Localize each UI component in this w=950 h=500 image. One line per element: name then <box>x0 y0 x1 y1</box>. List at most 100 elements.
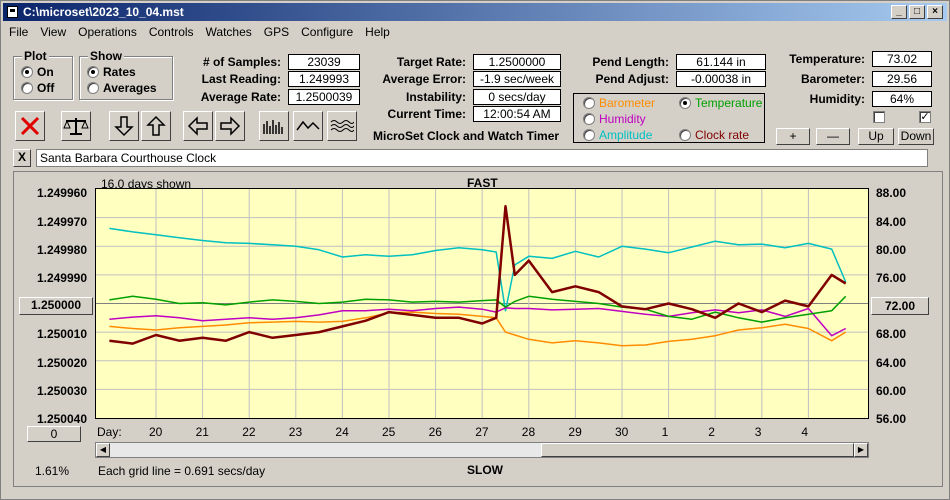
sensor-select-box <box>573 93 765 143</box>
sensor-clock-rate-radio[interactable]: Clock rate <box>679 128 749 142</box>
down-button[interactable]: Down <box>898 128 934 145</box>
clear-clock-name-button[interactable]: X <box>13 149 31 167</box>
sensor-temperature-dot[interactable] <box>679 97 691 109</box>
arrow-down-button[interactable] <box>109 111 139 141</box>
sensor-temperature-label: Temperature <box>695 96 763 110</box>
x-tick-label: 4 <box>801 425 809 439</box>
time-scrollbar[interactable]: ◀ ▶ <box>95 442 869 458</box>
sensor-amplitude-label: Amplitude <box>599 128 653 142</box>
plot-group-title: Plot <box>22 49 49 63</box>
y-tick-left: 1.250010 <box>36 327 87 341</box>
sensor-clock-rate-dot[interactable] <box>679 129 691 141</box>
chart-svg <box>96 189 868 418</box>
y-tick-left: 1.249960 <box>36 186 87 200</box>
minus-button[interactable]: — <box>816 128 850 145</box>
arrow-right-button[interactable] <box>215 111 245 141</box>
average-error-label: Average Error: <box>382 72 466 86</box>
clock-name-input[interactable]: Santa Barbara Courthouse Clock <box>36 149 928 167</box>
y-tick-left: 1.249990 <box>36 271 87 285</box>
show-rates-label: Rates <box>103 65 136 79</box>
title-bar: C:\microset\2023_10_04.mst _ □ × <box>3 3 947 21</box>
center-temp-button[interactable]: 72.00 <box>871 297 929 315</box>
plot-on-radio[interactable]: On <box>21 65 54 79</box>
x-tick-label: 20 <box>149 425 163 439</box>
bar-graph-icon <box>263 120 283 134</box>
show-averages-radio-dot[interactable] <box>87 82 99 94</box>
chart-frame <box>13 171 943 487</box>
line-view-button[interactable] <box>293 111 323 141</box>
barometer-value: 29.56 <box>872 71 932 87</box>
arrow-left-button[interactable] <box>183 111 213 141</box>
sensor-humidity-dot[interactable] <box>583 113 595 125</box>
stop-button[interactable] <box>15 111 45 141</box>
show-rates-radio-dot[interactable] <box>87 66 99 78</box>
sensor-amplitude-radio[interactable]: Amplitude <box>583 128 652 142</box>
plot-off-radio[interactable]: Off <box>21 81 54 95</box>
target-rate-value[interactable]: 1.2500000 <box>473 54 561 70</box>
center-rate-button[interactable]: 1.250000 <box>19 297 93 315</box>
left-checkbox[interactable] <box>873 111 885 123</box>
pend-length-value: 61.144 in <box>676 54 766 70</box>
temperature-value: 73.02 <box>872 51 932 67</box>
plot-on-radio-dot[interactable] <box>21 66 33 78</box>
sensor-barometer-dot[interactable] <box>583 97 595 109</box>
average-error-value: -1.9 sec/week <box>473 71 561 87</box>
show-rates-radio[interactable]: Rates <box>87 65 136 79</box>
scroll-thumb[interactable] <box>541 443 854 457</box>
sensor-amplitude-dot[interactable] <box>583 129 595 141</box>
scroll-left-arrow[interactable]: ◀ <box>96 443 110 457</box>
y-tick-left: 1.250030 <box>36 384 87 398</box>
balance-button[interactable] <box>61 111 91 141</box>
x-tick-label: 25 <box>382 425 396 439</box>
line-graph-icon <box>296 120 320 131</box>
series-line-clock-rate <box>109 204 847 345</box>
y-tick-right: 80.00 <box>876 243 907 257</box>
average-rate-label: Average Rate: <box>200 90 281 104</box>
samples-label: # of Samples: <box>202 55 281 69</box>
y-tick-right: 84.00 <box>876 215 907 229</box>
menu-operations[interactable]: Operations <box>78 25 137 39</box>
arrow-up-button[interactable] <box>141 111 171 141</box>
sensor-temperature-radio[interactable]: Temperature <box>679 96 762 110</box>
temperature-label: Temperature: <box>789 52 865 66</box>
show-averages-radio[interactable]: Averages <box>87 81 157 95</box>
plot-off-radio-dot[interactable] <box>21 82 33 94</box>
slow-label: SLOW <box>467 463 503 477</box>
current-time-value: 12:00:54 AM <box>473 106 561 122</box>
humidity-label: Humidity: <box>809 92 865 106</box>
zero-button[interactable]: 0 <box>27 426 81 442</box>
maximize-button[interactable]: □ <box>909 5 925 19</box>
scroll-right-arrow[interactable]: ▶ <box>854 443 868 457</box>
last-reading-label: Last Reading: <box>201 72 281 86</box>
pend-adjust-value: -0.00038 in <box>676 71 766 87</box>
sensor-humidity-radio[interactable]: Humidity <box>583 112 646 126</box>
menu-help[interactable]: Help <box>365 25 390 39</box>
menu-controls[interactable]: Controls <box>148 25 194 39</box>
x-tick-label: 27 <box>475 425 489 439</box>
instability-value: 0 secs/day <box>473 89 561 105</box>
menu-configure[interactable]: Configure <box>301 25 354 39</box>
minimize-button[interactable]: _ <box>891 5 907 19</box>
menu-view[interactable]: View <box>40 25 67 39</box>
up-button[interactable]: Up <box>858 128 894 145</box>
plus-button[interactable]: + <box>776 128 810 145</box>
sensor-barometer-radio[interactable]: Barometer <box>583 96 655 110</box>
menu-file[interactable]: File <box>9 25 29 39</box>
plot-area[interactable] <box>95 188 869 419</box>
sensor-barometer-label: Barometer <box>599 96 656 110</box>
humidity-value: 64% <box>872 91 932 107</box>
arrow-down-icon <box>114 116 134 137</box>
bar-view-button[interactable] <box>259 111 289 141</box>
show-group-title: Show <box>88 49 124 63</box>
wave-view-button[interactable] <box>327 111 357 141</box>
percent-label: 1.61% <box>35 464 70 478</box>
samples-value: 23039 <box>288 54 360 70</box>
close-button[interactable]: × <box>927 5 943 19</box>
arrow-left-icon <box>187 116 208 136</box>
menu-gps[interactable]: GPS <box>263 25 290 39</box>
show-group: Show <box>79 49 173 100</box>
right-checkbox[interactable]: ✓ <box>919 111 931 123</box>
menu-watches[interactable]: Watches <box>205 25 252 39</box>
y-tick-right: 68.00 <box>876 327 907 341</box>
